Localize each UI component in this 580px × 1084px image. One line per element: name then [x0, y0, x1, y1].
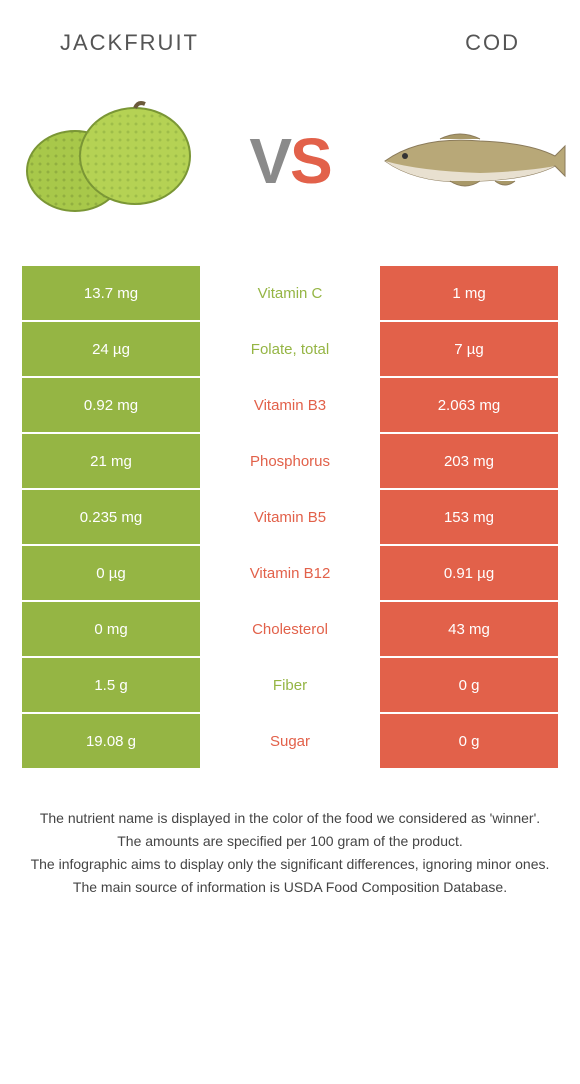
cell-nutrient-label: Vitamin C — [200, 266, 380, 320]
cell-right-value: 2.063 mg — [380, 378, 558, 432]
cell-right-value: 1 mg — [380, 266, 558, 320]
cell-nutrient-label: Vitamin B12 — [200, 546, 380, 600]
cell-right-value: 7 µg — [380, 322, 558, 376]
table-row: 24 µgFolate, total7 µg — [22, 322, 558, 376]
footer-notes: The nutrient name is displayed in the co… — [0, 808, 580, 898]
table-row: 13.7 mgVitamin C1 mg — [22, 266, 558, 320]
cell-right-value: 0 g — [380, 714, 558, 768]
cell-left-value: 0 mg — [22, 602, 200, 656]
cell-left-value: 0.235 mg — [22, 490, 200, 544]
vs-section: VS — [0, 56, 580, 256]
cell-nutrient-label: Phosphorus — [200, 434, 380, 488]
cell-nutrient-label: Fiber — [200, 658, 380, 712]
table-row: 1.5 gFiber0 g — [22, 658, 558, 712]
vs-v: V — [249, 125, 290, 197]
cell-left-value: 0.92 mg — [22, 378, 200, 432]
cod-image — [370, 91, 570, 231]
cell-right-value: 153 mg — [380, 490, 558, 544]
cell-right-value: 203 mg — [380, 434, 558, 488]
nutrient-table: 13.7 mgVitamin C1 mg24 µgFolate, total7 … — [22, 266, 558, 768]
header: Jackfruit Cod — [0, 0, 580, 56]
cell-left-value: 21 mg — [22, 434, 200, 488]
cell-right-value: 43 mg — [380, 602, 558, 656]
title-left: Jackfruit — [60, 30, 199, 56]
cell-left-value: 0 µg — [22, 546, 200, 600]
footer-line: The nutrient name is displayed in the co… — [20, 808, 560, 829]
cell-nutrient-label: Vitamin B5 — [200, 490, 380, 544]
cell-left-value: 24 µg — [22, 322, 200, 376]
cell-nutrient-label: Sugar — [200, 714, 380, 768]
cell-left-value: 19.08 g — [22, 714, 200, 768]
title-right: Cod — [465, 30, 520, 56]
table-row: 19.08 gSugar0 g — [22, 714, 558, 768]
cell-nutrient-label: Folate, total — [200, 322, 380, 376]
vs-s: S — [290, 125, 331, 197]
table-row: 0.235 mgVitamin B5153 mg — [22, 490, 558, 544]
cell-nutrient-label: Vitamin B3 — [200, 378, 380, 432]
table-row: 0 µgVitamin B120.91 µg — [22, 546, 558, 600]
table-row: 0.92 mgVitamin B32.063 mg — [22, 378, 558, 432]
cell-right-value: 0 g — [380, 658, 558, 712]
footer-line: The amounts are specified per 100 gram o… — [20, 831, 560, 852]
cell-nutrient-label: Cholesterol — [200, 602, 380, 656]
table-row: 21 mgPhosphorus203 mg — [22, 434, 558, 488]
cell-left-value: 13.7 mg — [22, 266, 200, 320]
table-row: 0 mgCholesterol43 mg — [22, 602, 558, 656]
footer-line: The main source of information is USDA F… — [20, 877, 560, 898]
cell-left-value: 1.5 g — [22, 658, 200, 712]
jackfruit-image — [10, 91, 210, 231]
cell-right-value: 0.91 µg — [380, 546, 558, 600]
footer-line: The infographic aims to display only the… — [20, 854, 560, 875]
vs-label: VS — [249, 124, 330, 198]
